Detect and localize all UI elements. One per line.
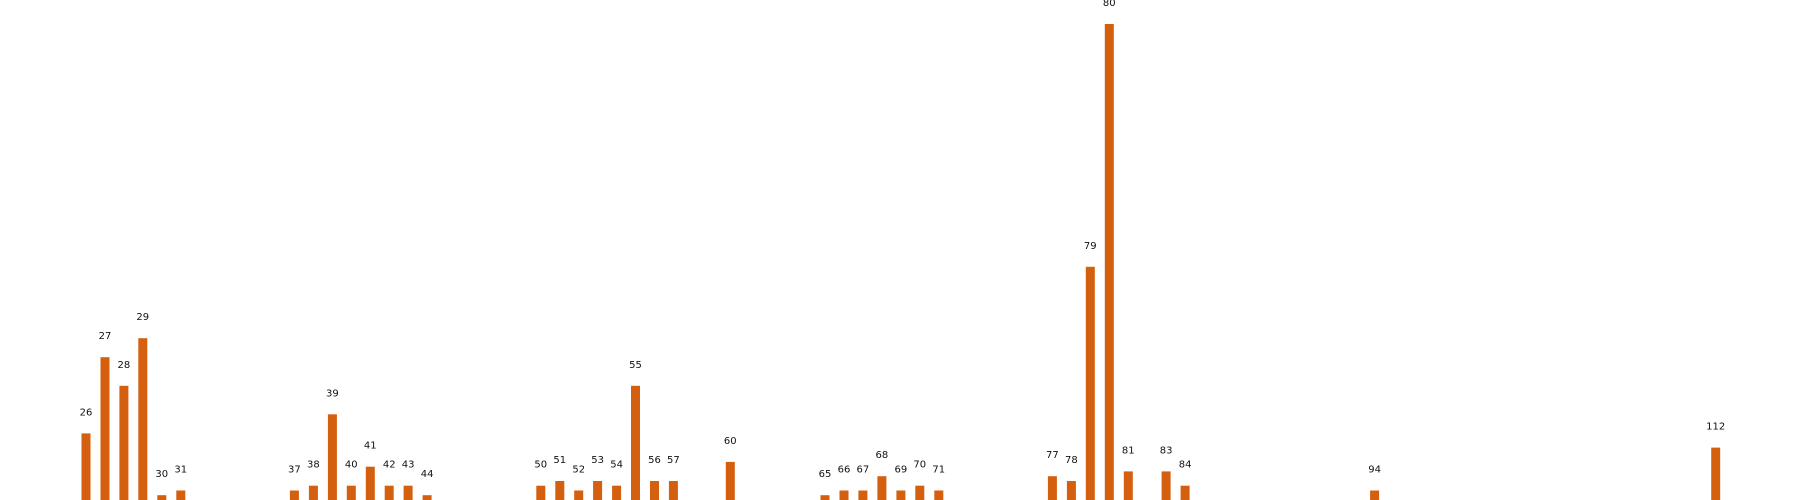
bars-layer [81,24,1721,500]
bar-label-60: 60 [724,436,737,447]
bar-65 [820,495,830,500]
bar-label-44: 44 [421,469,434,480]
bar-label-94: 94 [1368,465,1381,476]
bar-43 [403,485,413,500]
bar-41 [365,466,375,500]
bar-label-54: 54 [610,460,623,471]
bar-label-40: 40 [345,460,358,471]
bar-80 [1104,24,1114,500]
bar-label-51: 51 [553,455,566,466]
bar-label-39: 39 [326,388,339,399]
bar-57 [668,481,678,500]
bar-label-66: 66 [838,465,851,476]
bar-68 [877,476,887,500]
bar-56 [650,481,659,500]
bar-label-26: 26 [80,407,93,418]
bar-42 [384,485,394,500]
bar-31 [176,490,186,500]
bar-78 [1066,481,1076,500]
bar-27 [100,357,110,500]
bar-55 [631,385,640,500]
bar-label-38: 38 [307,460,320,471]
bar-70 [915,485,925,500]
bar-label-27: 27 [99,331,112,342]
bar-77 [1047,476,1057,500]
bar-44 [422,495,432,500]
bar-label-80: 80 [1103,0,1116,9]
bar-label-79: 79 [1084,241,1097,252]
bar-60 [725,461,735,500]
bar-label-67: 67 [857,465,870,476]
labels-layer: 26 27 28 29 30 31 37 38 39 40 41 42 43 44 50 51 52 53 54 55… [80,0,1726,480]
bar-label-42: 42 [383,460,396,471]
bar-label-53: 53 [591,455,604,466]
bar-26 [81,433,91,500]
bar-84 [1180,485,1190,500]
bar-label-68: 68 [876,450,889,461]
bar-label-50: 50 [534,460,547,471]
bar-79 [1085,266,1095,500]
bar-28 [119,385,129,500]
bar-label-83: 83 [1160,445,1173,456]
bar-label-112: 112 [1706,422,1725,433]
bar-53 [593,481,603,500]
bar-94 [1370,490,1380,500]
bar-66 [839,490,849,500]
bar-label-77: 77 [1046,450,1059,461]
bar-label-41: 41 [364,441,377,452]
bar-112 [1711,447,1721,500]
bar-52 [574,490,584,500]
bar-label-31: 31 [174,465,187,476]
bar-37 [289,490,299,500]
bar-label-29: 29 [136,312,149,323]
bar-label-56: 56 [648,455,661,466]
bar-71 [934,490,944,500]
bar-40 [346,485,356,500]
bar-54 [612,485,622,500]
bar-69 [896,490,906,500]
bar-29 [138,338,148,500]
bar-83 [1161,471,1171,500]
bar-39 [327,414,337,500]
bar-label-71: 71 [932,465,945,476]
bar-label-78: 78 [1065,455,1078,466]
bar-label-65: 65 [819,469,832,480]
bar-label-55: 55 [629,360,642,371]
bar-label-37: 37 [288,465,301,476]
bar-67 [858,490,868,500]
bar-30 [157,495,167,500]
bar-label-28: 28 [118,360,131,371]
bar-label-69: 69 [895,465,908,476]
bar-label-70: 70 [913,460,926,471]
bar-38 [308,485,318,500]
bar-50 [536,485,546,500]
bar-label-81: 81 [1122,445,1135,456]
bar-label-57: 57 [667,455,680,466]
bar-label-52: 52 [572,465,585,476]
bar-51 [555,481,565,500]
bar-label-43: 43 [402,460,415,471]
bar-label-84: 84 [1179,460,1192,471]
bar-label-30: 30 [155,469,168,480]
bar-81 [1123,471,1133,500]
